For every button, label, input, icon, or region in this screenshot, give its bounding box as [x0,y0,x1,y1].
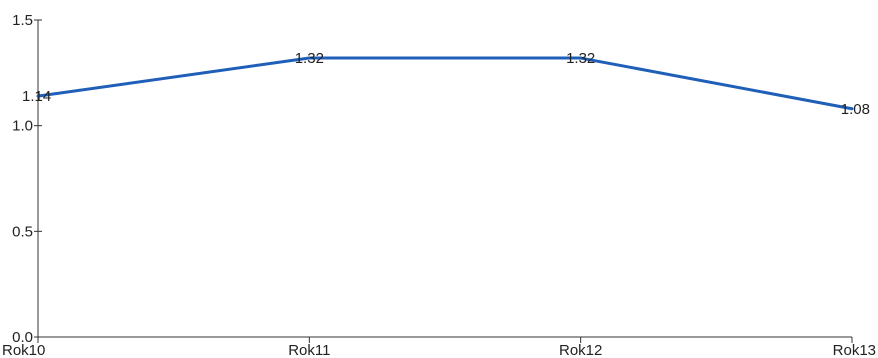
y-tick-label: 0.0 [12,329,33,346]
y-tick-label: 1.5 [12,12,33,29]
series-group [36,56,854,111]
x-tick-label: Rok11 [288,342,330,358]
data-label: 1.32 [566,50,595,67]
x-axis: Rok10 Rok11 Rok12 Rok13 [2,336,876,358]
y-axis: 0.0 0.5 1.0 1.5 [12,12,42,346]
x-tick-label: Rok10 [2,342,45,358]
data-point [307,56,311,60]
data-point [579,56,583,60]
series-line [37,56,853,111]
x-tick-label: Rok13 [833,342,876,358]
data-label: 1.32 [295,50,324,67]
y-tick-label: 0.5 [12,223,33,240]
data-point [36,94,40,98]
data-label: 1.08 [841,101,870,118]
data-label: 1.14 [22,88,51,105]
x-tick-label: Rok12 [559,342,602,358]
data-labels-group: 1.14 1.32 1.32 1.08 [22,50,870,118]
y-tick-label: 1.0 [12,118,33,135]
data-point [850,107,854,111]
